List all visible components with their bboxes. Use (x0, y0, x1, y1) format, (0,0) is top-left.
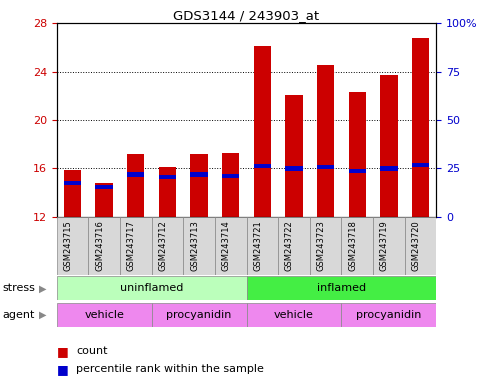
Text: GSM243721: GSM243721 (253, 220, 262, 271)
Text: procyanidin: procyanidin (356, 310, 422, 320)
Text: vehicle: vehicle (84, 310, 124, 320)
Text: uninflamed: uninflamed (120, 283, 183, 293)
Text: GSM243712: GSM243712 (158, 220, 168, 271)
Bar (341, 217, 373, 275)
Bar (57, 303, 152, 327)
Text: GSM243716: GSM243716 (95, 220, 104, 271)
Text: GSM243718: GSM243718 (348, 220, 357, 271)
Bar (285, 94, 303, 217)
Text: GSM243723: GSM243723 (317, 220, 325, 271)
Text: vehicle: vehicle (274, 310, 314, 320)
Bar (380, 75, 397, 217)
Bar (373, 217, 405, 275)
Bar (88, 217, 120, 275)
Bar (246, 276, 436, 300)
Bar (285, 166, 303, 170)
Text: agent: agent (2, 310, 35, 320)
Bar (341, 303, 436, 327)
Text: ■: ■ (57, 345, 69, 358)
Bar (120, 217, 152, 275)
Bar (190, 172, 208, 177)
Bar (57, 217, 88, 275)
Bar (317, 165, 334, 169)
Bar (152, 303, 246, 327)
Bar (159, 175, 176, 179)
Text: count: count (76, 346, 108, 356)
Bar (64, 181, 81, 185)
Text: ▶: ▶ (39, 283, 47, 293)
Bar (96, 183, 113, 217)
Bar (127, 154, 144, 217)
Bar (349, 92, 366, 217)
Bar (349, 169, 366, 173)
Text: inflamed: inflamed (317, 283, 366, 293)
Bar (253, 46, 271, 217)
Bar (152, 217, 183, 275)
Bar (310, 217, 341, 275)
Text: stress: stress (2, 283, 35, 293)
Text: GSM243722: GSM243722 (285, 220, 294, 271)
Text: GSM243717: GSM243717 (127, 220, 136, 271)
Title: GDS3144 / 243903_at: GDS3144 / 243903_at (174, 9, 319, 22)
Bar (405, 217, 436, 275)
Bar (317, 65, 334, 217)
Text: ▶: ▶ (39, 310, 47, 320)
Bar (222, 153, 240, 217)
Bar (183, 217, 215, 275)
Bar (246, 217, 278, 275)
Text: GSM243714: GSM243714 (222, 220, 231, 271)
Bar (64, 170, 81, 217)
Bar (127, 172, 144, 177)
Text: GSM243713: GSM243713 (190, 220, 199, 271)
Bar (246, 303, 341, 327)
Text: procyanidin: procyanidin (166, 310, 232, 320)
Text: GSM243715: GSM243715 (64, 220, 72, 271)
Bar (253, 164, 271, 168)
Bar (190, 154, 208, 217)
Bar (412, 38, 429, 217)
Bar (96, 185, 113, 189)
Text: GSM243719: GSM243719 (380, 220, 389, 271)
Text: ■: ■ (57, 363, 69, 376)
Bar (380, 166, 397, 170)
Bar (412, 163, 429, 167)
Bar (159, 167, 176, 217)
Bar (215, 217, 246, 275)
Text: GSM243720: GSM243720 (412, 220, 421, 271)
Bar (222, 174, 240, 178)
Bar (278, 217, 310, 275)
Bar (57, 276, 246, 300)
Text: percentile rank within the sample: percentile rank within the sample (76, 364, 264, 374)
